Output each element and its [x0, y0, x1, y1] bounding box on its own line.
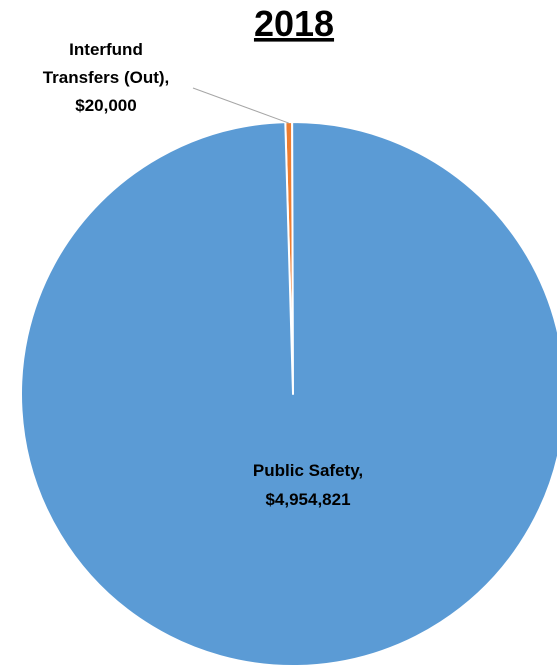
data-label-line: Transfers (Out), — [43, 68, 170, 87]
chart-title: 2018 — [254, 3, 334, 44]
data-label-public-safety: Public Safety, $4,954,821 — [253, 461, 363, 509]
data-label-interfund-transfers-out: Interfund Transfers (Out), $20,000 — [43, 40, 170, 115]
data-label-line: $4,954,821 — [265, 490, 350, 509]
data-label-line: Public Safety, — [253, 461, 363, 480]
data-label-line: $20,000 — [75, 96, 136, 115]
leader-line — [192, 87, 289, 124]
pie-slices — [20, 121, 557, 667]
data-label-line: Interfund — [69, 40, 143, 59]
pie-slice-public-safety — [20, 121, 557, 667]
data-labels: Interfund Transfers (Out), $20,000 Public S… — [43, 40, 363, 509]
